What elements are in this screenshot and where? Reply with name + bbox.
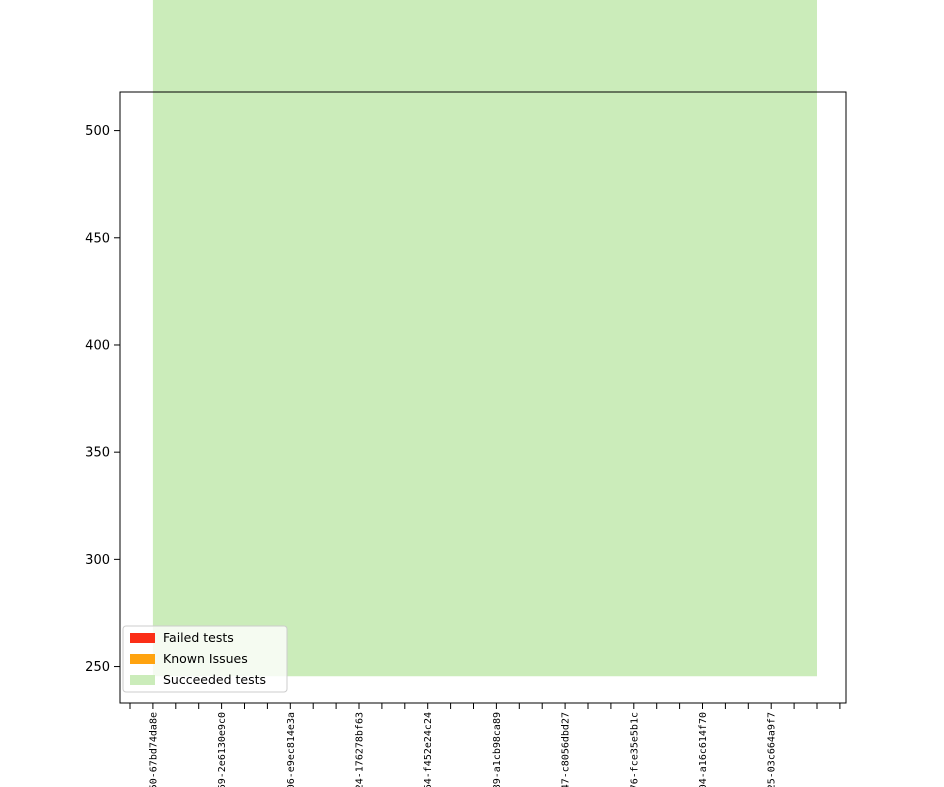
x-tick-label: 25-03c664a9f7: [767, 712, 778, 787]
legend-label-known-issues: Known Issues: [163, 651, 248, 666]
y-tick-label: 300: [85, 553, 110, 568]
x-tick-label: 47-c8056dbd27: [561, 712, 572, 787]
x-tick-label: 50-67bd74da8e: [148, 712, 159, 787]
x-tick-label: 76-fce35e5b1c: [629, 712, 640, 787]
legend-swatch-succeeded-tests: [130, 675, 155, 685]
legend-swatch-failed-tests: [130, 633, 155, 643]
legend-box: [122, 625, 288, 693]
y-tick-label: 250: [85, 660, 110, 675]
y-tick-label: 500: [85, 124, 110, 139]
legend-swatch-known-issues: [130, 654, 155, 664]
plot-border: [119, 91, 847, 704]
legend-label-failed-tests: Failed tests: [163, 630, 234, 645]
y-tick-label: 400: [85, 338, 110, 353]
x-tick-label: 89-a1cb98ca89: [492, 712, 503, 787]
y-tick-label: 450: [85, 231, 110, 246]
area-succeeded-tests: [152, 0, 817, 677]
x-tick-label: 04-a16c614f70: [698, 712, 709, 787]
x-tick-label: 69-2e6130e9c0: [217, 712, 228, 787]
y-tick-label: 350: [85, 446, 110, 461]
x-tick-label: 64-f452e24c24: [423, 712, 434, 787]
x-tick-label: 06-e9ec814e3a: [286, 712, 297, 787]
x-tick-label: 24-176278bf63: [355, 712, 366, 787]
legend-label-succeeded-tests: Succeeded tests: [163, 672, 266, 687]
